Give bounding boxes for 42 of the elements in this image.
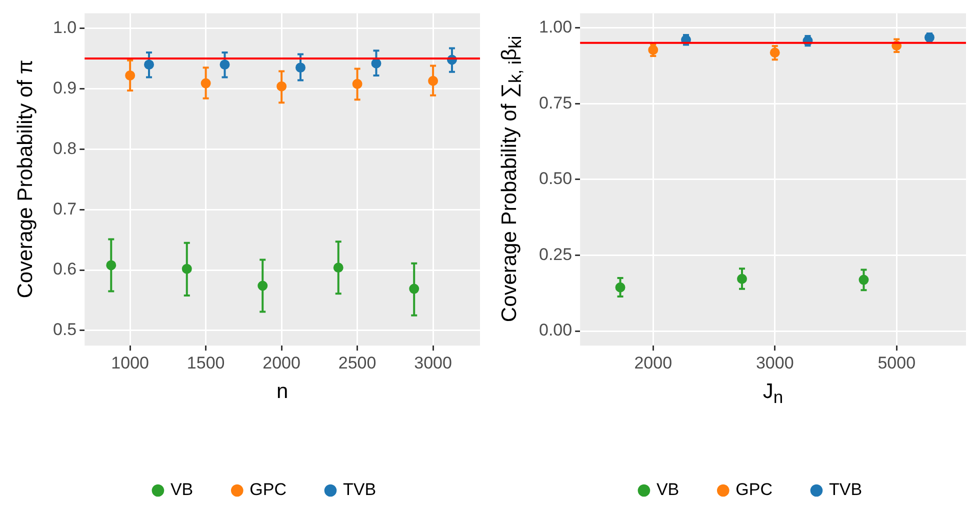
legend-label: TVB bbox=[828, 480, 862, 500]
point bbox=[371, 58, 382, 68]
point bbox=[409, 284, 420, 294]
x-axis-title: J$_{n}$ bbox=[762, 380, 784, 408]
y-tick-label: 0.75 bbox=[538, 93, 572, 112]
y-tick-label: 1.0 bbox=[52, 18, 77, 37]
point bbox=[182, 264, 192, 274]
x-tick-label: 3000 bbox=[414, 353, 452, 372]
x-tick-label: 1000 bbox=[111, 353, 149, 372]
point bbox=[276, 81, 287, 92]
point bbox=[125, 70, 136, 80]
y-tick-label: 0.25 bbox=[538, 244, 572, 264]
legend-label: GPC bbox=[250, 480, 286, 500]
point bbox=[106, 260, 116, 270]
x-tick-label: 1500 bbox=[186, 353, 225, 372]
point bbox=[428, 76, 438, 86]
y-tick-label: 0.8 bbox=[52, 138, 77, 158]
y-tick-label: 0.9 bbox=[52, 78, 77, 98]
point bbox=[258, 280, 268, 291]
y-tick-label: 1.00 bbox=[538, 17, 572, 36]
y-tick-label: 0.6 bbox=[52, 260, 77, 279]
x-tick-label: 2500 bbox=[338, 353, 376, 372]
y-axis-title: Coverage Probability of π bbox=[14, 60, 38, 299]
point bbox=[295, 62, 306, 73]
point bbox=[352, 78, 362, 89]
legend-label: TVB bbox=[342, 480, 376, 500]
legend-label: VB bbox=[170, 480, 194, 500]
x-tick-label: 2000 bbox=[634, 353, 672, 372]
x-tick-label: 5000 bbox=[878, 353, 916, 372]
y-tick-label: 0.5 bbox=[52, 320, 77, 340]
y-tick-label: 0.00 bbox=[538, 320, 572, 340]
x-tick-label: 3000 bbox=[756, 353, 794, 372]
x-axis-title: n bbox=[276, 380, 288, 404]
legend-label: GPC bbox=[736, 480, 772, 500]
y-tick-label: 0.7 bbox=[52, 199, 77, 218]
point bbox=[144, 60, 154, 70]
y-tick-label: 0.50 bbox=[538, 169, 572, 188]
x-tick-label: 2000 bbox=[262, 353, 300, 372]
point bbox=[200, 78, 211, 88]
point bbox=[333, 262, 344, 273]
legend-label: VB bbox=[656, 480, 680, 500]
point bbox=[220, 60, 230, 70]
